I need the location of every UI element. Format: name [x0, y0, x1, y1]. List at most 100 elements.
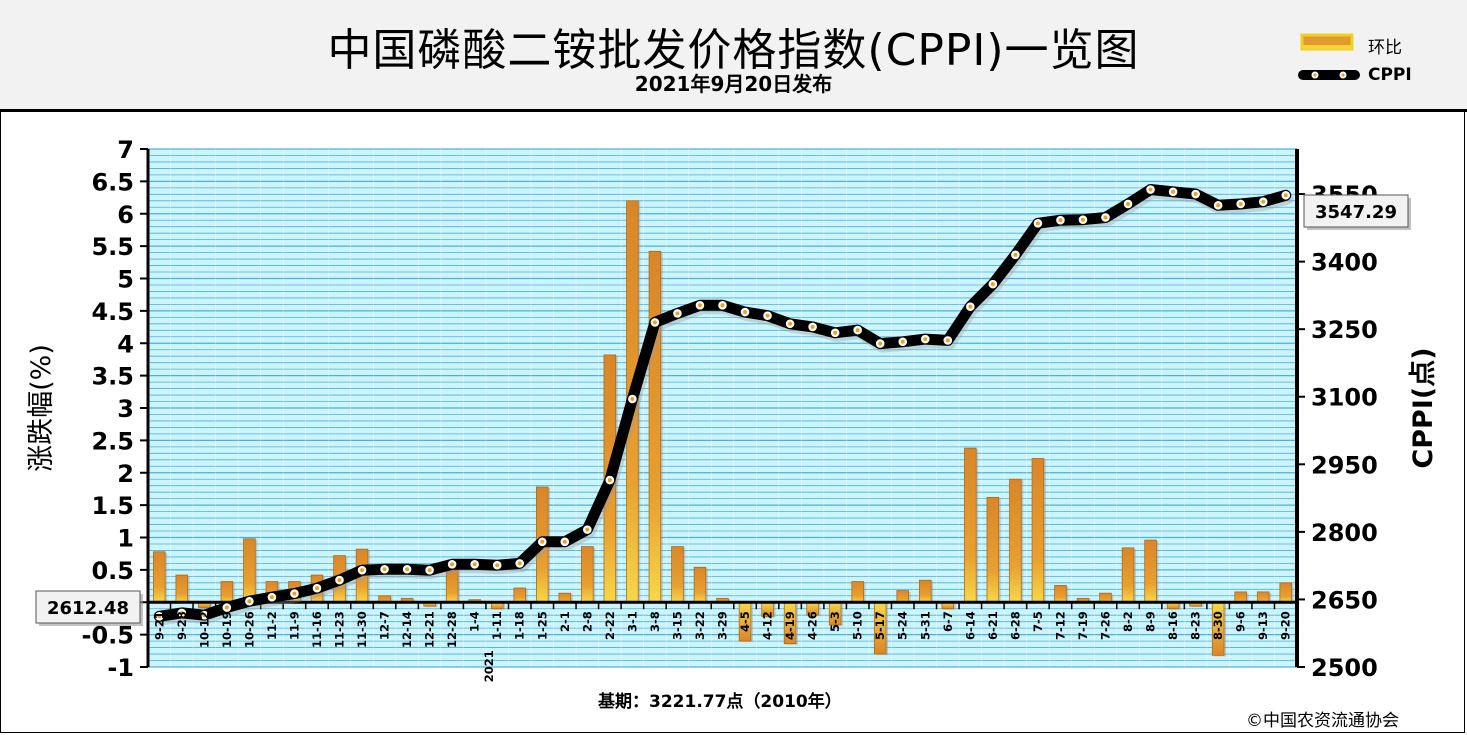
bar-10-19: [220, 581, 234, 603]
bar-5-31: [919, 579, 932, 603]
legend-line-swatch: [1298, 70, 1360, 80]
cppi-point-dot: [1148, 187, 1153, 192]
x-tick-label: 3-29: [716, 611, 730, 640]
y-left-tick-label: 1.5: [91, 492, 134, 520]
cppi-point-dot: [585, 527, 590, 532]
x-tick-label: 5-24: [896, 611, 910, 640]
y-left-tick-label: -1: [107, 654, 134, 682]
x-tick-label: 2-8: [580, 611, 594, 632]
y-left-tick-label: 0.5: [91, 557, 134, 585]
y-left-tick-label: 5.5: [91, 233, 134, 261]
x-tick-label: 6-14: [963, 611, 977, 640]
bar-3-22: [693, 566, 707, 603]
cppi-point-dot: [495, 563, 500, 568]
cppi-point-dot: [427, 568, 432, 573]
y-left-tick-label: 1: [117, 525, 134, 553]
legend-bar-swatch: [1300, 33, 1354, 51]
cppi-point-dot: [157, 614, 162, 619]
cppi-point-dot: [990, 282, 995, 287]
start-value-callout: 2612.48: [47, 598, 129, 619]
cppi-point-dot: [472, 562, 477, 567]
cppi-point-dot: [247, 599, 252, 604]
x-tick-label: 5-31: [918, 611, 932, 640]
y-left-axis-title: 涨跌幅(%): [26, 344, 57, 472]
cppi-point-dot: [630, 396, 635, 401]
bar-6-28: [1009, 478, 1022, 603]
x-tick-label: 6-21: [986, 611, 1000, 640]
cppi-point-dot: [450, 562, 455, 567]
bar-9-13: [1256, 591, 1270, 603]
y-left-tick-label: -0.5: [82, 622, 134, 650]
bar-6-14: [964, 447, 977, 603]
y-left-tick-label: 2: [117, 460, 134, 488]
cppi-point-dot: [1193, 192, 1198, 197]
y-left-tick-label: 3.5: [91, 363, 134, 391]
y-left-tick-label: 6: [117, 201, 134, 229]
y-left-tick-label: 4: [117, 330, 134, 358]
cppi-point-dot: [945, 338, 950, 343]
x-tick-label: 1-11: [490, 611, 504, 640]
x-tick-label: 7-5: [1031, 611, 1045, 632]
start-value-callout-box: [35, 590, 141, 624]
bar-3-8: [648, 250, 662, 603]
x-year-label: 2021: [482, 650, 496, 682]
x-tick-label: 11-2: [265, 611, 279, 640]
cppi-point-dot: [1283, 193, 1288, 198]
x-tick-label: 3-8: [648, 611, 662, 632]
x-tick-label: 12-14: [400, 611, 414, 648]
x-tick-label: 8-2: [1121, 611, 1135, 632]
bar-9-28: [175, 574, 189, 603]
x-tick-label: 12-7: [378, 611, 392, 640]
x-tick-label: 11-16: [310, 611, 324, 648]
x-tick-label: 8-16: [1166, 611, 1180, 640]
x-tick-label: 10-19: [220, 611, 234, 648]
cppi-point-dot: [697, 303, 702, 308]
x-tick-label: 9-20: [1279, 611, 1293, 640]
cppi-point-dot: [405, 567, 410, 572]
bar-3-15: [671, 546, 684, 603]
y-left-tick-label: 4.5: [91, 298, 134, 326]
x-tick-label: 5-17: [873, 611, 887, 640]
x-tick-label: 11-9: [287, 611, 301, 640]
cppi-point-dot: [1013, 252, 1018, 257]
y-left-tick-label: 3: [117, 395, 134, 423]
y-right-tick-label: 3100: [1311, 384, 1378, 412]
x-tick-label: 3-1: [625, 611, 639, 632]
cppi-point-dot: [810, 324, 815, 329]
x-tick-label: 1-18: [513, 611, 527, 640]
cppi-point-dot: [900, 339, 905, 344]
bar-6-21: [986, 496, 1000, 603]
cppi-point-dot: [1103, 215, 1108, 220]
bar-2-8: [581, 546, 594, 603]
cppi-point-dot: [1058, 218, 1063, 223]
y-left-tick-label: 7: [117, 136, 134, 164]
cppi-point-dot: [360, 568, 365, 573]
base-period-note: 基期：3221.77点（2010年）: [598, 692, 842, 712]
cppi-point-dot: [540, 539, 545, 544]
cppi-point-dot: [1261, 199, 1266, 204]
bar-8-2: [1121, 547, 1135, 603]
end-value-callout: 3547.29: [1315, 202, 1397, 223]
cppi-point-dot: [968, 304, 973, 309]
x-tick-label: 9-6: [1234, 611, 1248, 632]
cppi-point-dot: [1216, 203, 1221, 208]
cppi-point-dot: [1171, 189, 1176, 194]
end-value-callout-box: [1303, 194, 1409, 228]
x-tick-label: 10-12: [197, 611, 211, 648]
y-right-tick-label: 2650: [1311, 586, 1378, 614]
bar-5-10: [851, 581, 864, 603]
legend-line-label: CPPI: [1368, 65, 1412, 85]
x-tick-label: 9-13: [1256, 611, 1270, 640]
x-tick-label: 3-22: [693, 611, 707, 640]
cppi-point-dot: [517, 561, 522, 566]
x-tick-label: 1-4: [468, 611, 482, 632]
y-right-tick-label: 3250: [1311, 316, 1378, 344]
x-tick-label: 8-30: [1211, 611, 1225, 640]
bar-5-24: [896, 590, 909, 603]
bar-9-6: [1234, 591, 1247, 603]
x-tick-label: 7-12: [1053, 611, 1067, 640]
cppi-point-dot: [743, 310, 748, 315]
bar-7-5: [1031, 458, 1045, 603]
cppi-point-dot: [1126, 201, 1131, 206]
y-right-tick-label: 2800: [1311, 519, 1378, 547]
